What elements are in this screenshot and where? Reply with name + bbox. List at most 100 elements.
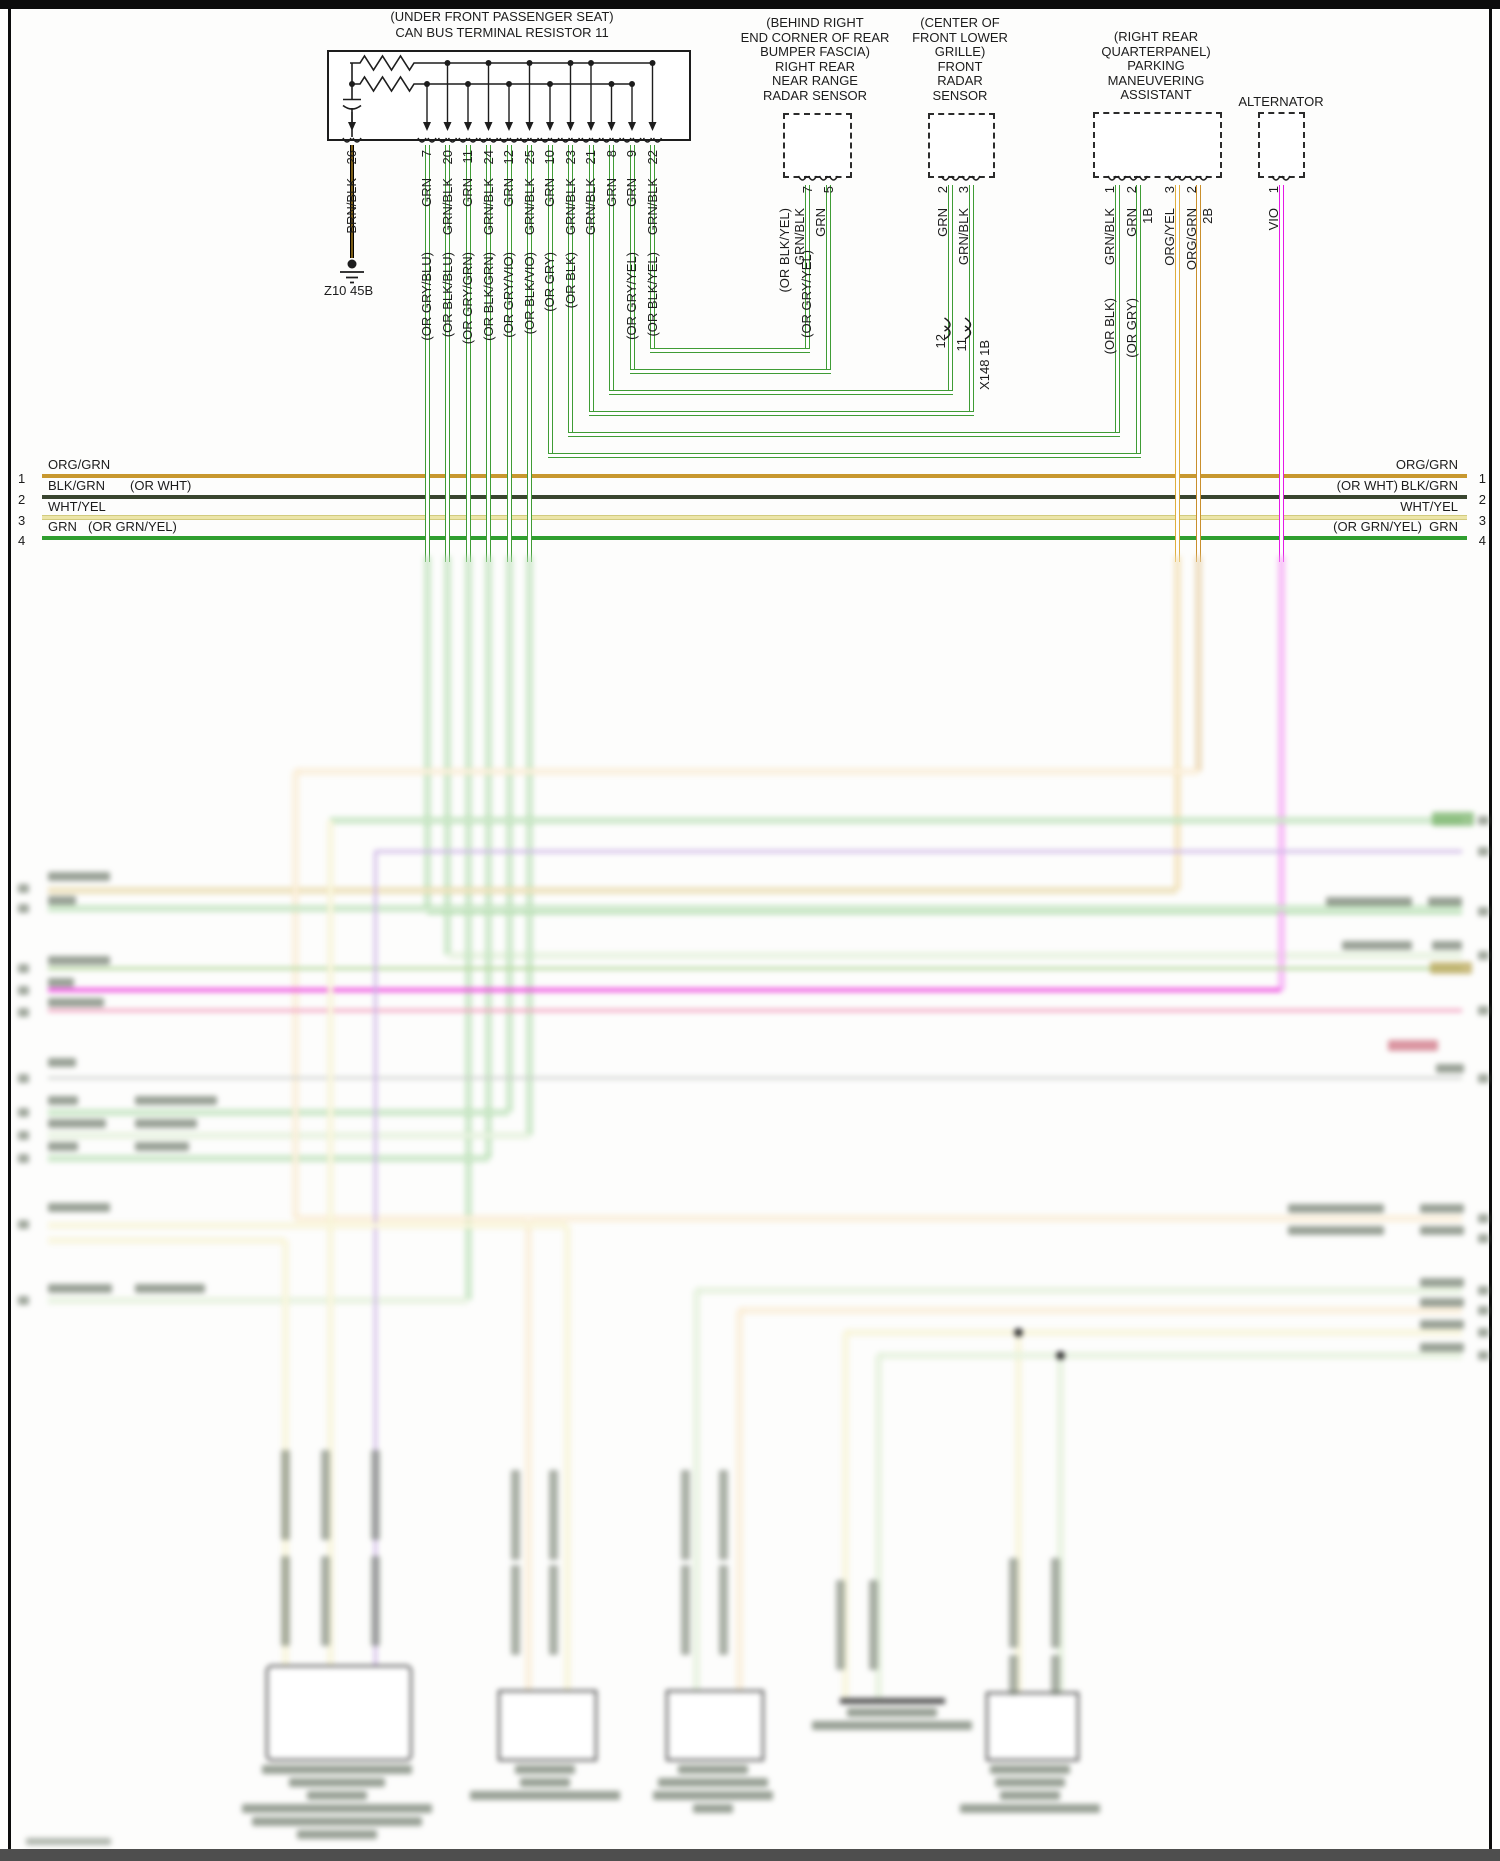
connector-box [266,1665,412,1761]
watermark [26,1838,111,1845]
blurred-line-number [1478,847,1489,856]
blurred-wire-label [1342,941,1412,950]
blurred-line-number [1478,1351,1489,1360]
can-wire [1136,185,1141,453]
red-end-tag [1388,1040,1438,1051]
blurred-wire-label [1288,1226,1384,1235]
bus-line-2 [42,495,1467,499]
bus-label-left: GRN [48,518,77,534]
blurred-wire-label [371,1556,380,1646]
blurred-line-number [18,986,29,995]
rear-radar-header: BUMPER FASCIA) [760,44,870,59]
bus-label-right: ORG/GRN [1395,457,1458,472]
wire-vertical [292,771,298,1218]
blurred-caption [847,1708,937,1717]
can-wire [609,145,614,395]
wire-vertical [506,556,512,1112]
blurred-line-number [18,1296,29,1305]
blurred-line-number [1478,1328,1489,1337]
can-wire [588,410,974,416]
blurred-wire-label [48,978,74,987]
wire-vertical [1196,556,1201,771]
connector-box [986,1692,1079,1761]
blurred-caption [470,1791,620,1800]
bus-num-left: 3 [18,512,26,528]
wire-vertical [1174,556,1180,890]
blurred-wire-label [869,1580,878,1670]
blurred-wire-label [48,1096,78,1105]
blurred-wire-label [1420,1298,1464,1307]
page-border-left [8,0,11,1861]
bus-label-left: ORG/GRN [48,457,111,472]
wire-vertical [327,820,333,1667]
blurred-line-number [18,1131,29,1140]
blurred-caption [1000,1791,1060,1800]
bus-alt-right: (OR GRN/YEL) [1333,518,1422,534]
wire-vertical [564,1225,570,1692]
bus-alt-left: (OR GRN/YEL) [88,518,177,534]
blurred-caption [678,1765,748,1774]
blurred-caption [252,1817,422,1826]
wire-horizontal [48,988,1281,992]
bus-line-1 [42,474,1467,478]
blurred-line-number [1478,1306,1489,1315]
blurred-wire-label [1432,941,1462,950]
parking-assistant-box [1093,112,1222,178]
wire-vertical [465,556,471,1300]
wire-vertical [1058,1355,1063,1694]
blurred-line-number [18,964,29,973]
wire-horizontal [48,1222,567,1228]
wire-horizontal [48,1237,285,1243]
blurred-wire-label [681,1470,690,1560]
front-radar-header: GRILLE) [934,44,986,59]
wire-vertical [1015,1332,1021,1694]
blurred-wire-label [1436,1064,1464,1073]
wire-horizontal [696,1287,1462,1293]
rear-radar-header: RADAR SENSOR [762,87,868,103]
can-wire [629,145,635,374]
wire-vertical [842,1332,848,1700]
alternator-header: ALTERNATOR [1238,94,1324,109]
parking-assistant-header: ASSISTANT [1120,87,1192,102]
blurred-caption [693,1804,733,1813]
wire-horizontal [48,1132,530,1138]
bus-num-right: 1 [1478,471,1486,486]
wire-vertical [486,556,491,1158]
blurred-wire-label [48,1284,112,1293]
blurred-wire-label [1288,1204,1384,1213]
bus-num-left: 1 [18,471,26,486]
bus-label-left: WHT/YEL [48,498,106,514]
blurred-caption [289,1778,385,1787]
bus-num-left: 4 [18,532,26,548]
blurred-wire-label [371,1450,380,1540]
connector-bar [840,1698,945,1704]
blurred-line-number [1478,951,1489,960]
blurred-wire-label [135,1096,217,1105]
junction-dot [1014,1328,1023,1337]
can-wire [629,368,831,374]
blurred-wire-label [1428,897,1462,906]
wire-horizontal [48,905,1462,911]
blurred-line-number [18,1154,29,1163]
can-wire [465,145,471,562]
blurred-line-number [18,1108,29,1117]
blurred-wire-label [48,998,104,1007]
wire-vertical [445,556,450,955]
can-wire [650,145,655,353]
blurred-wire-label [511,1470,520,1560]
can-wire [486,145,491,562]
blurred-line-number [1478,1074,1489,1083]
blurred-line-number [1478,1006,1489,1015]
rear-radar-header: NEAR RANGE [772,73,858,88]
can-wire [650,347,810,353]
blurred-caption [990,1765,1070,1774]
blurred-wire-label [1051,1558,1060,1648]
front-radar-header: FRONT LOWER [912,29,1008,45]
blurred-line-number [18,1220,29,1229]
can-wire [609,389,953,395]
can-wire [506,145,512,562]
bus-num-right: 4 [1478,532,1486,548]
wire-vertical [373,851,377,1667]
blurred-wire-label [321,1450,330,1540]
